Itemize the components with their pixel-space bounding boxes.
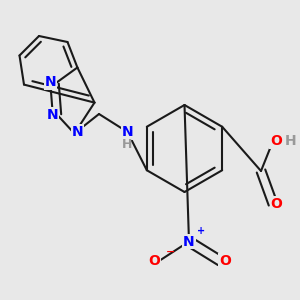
Text: N: N (72, 125, 83, 139)
Text: O: O (270, 134, 282, 148)
Text: N: N (122, 125, 133, 139)
Text: +: + (196, 226, 205, 236)
Text: N: N (44, 76, 56, 89)
Text: H: H (284, 134, 296, 148)
Text: H: H (122, 138, 133, 151)
Text: O: O (219, 254, 231, 268)
Text: −: − (166, 246, 175, 256)
Text: O: O (271, 197, 283, 211)
Text: O: O (148, 254, 160, 268)
Text: N: N (183, 235, 195, 248)
Text: N: N (47, 108, 58, 122)
